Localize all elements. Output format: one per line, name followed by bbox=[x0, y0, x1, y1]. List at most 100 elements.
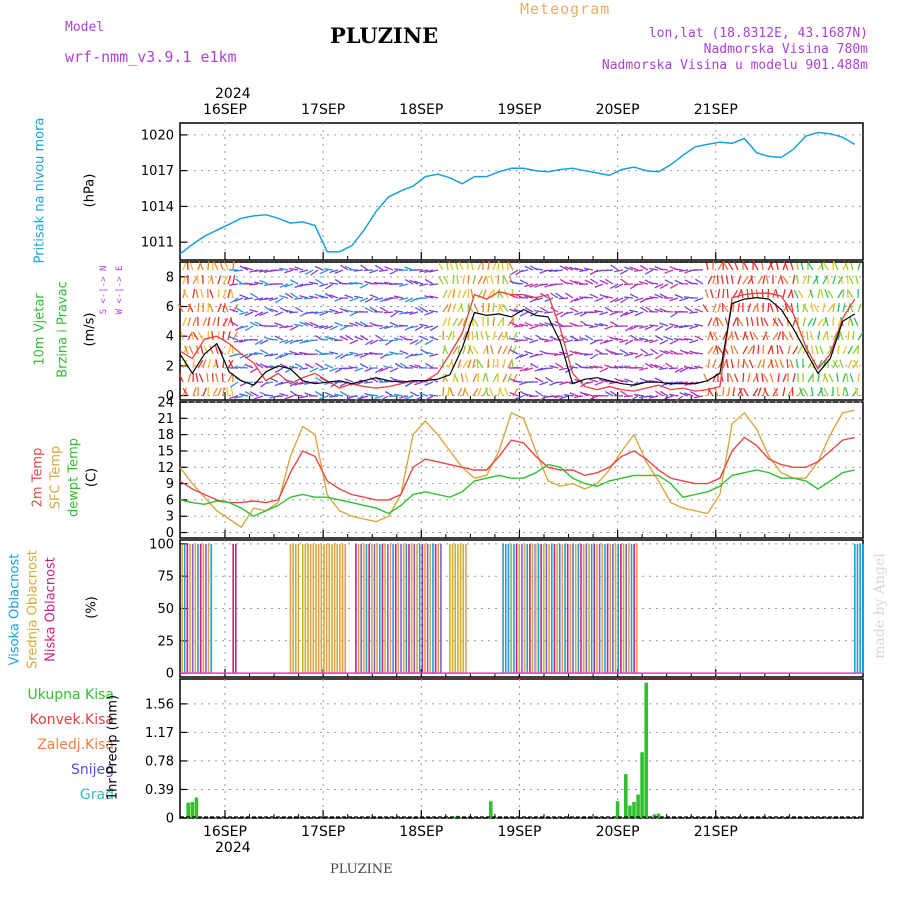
wind-barb bbox=[752, 303, 758, 313]
wind-barb bbox=[765, 274, 769, 285]
wind-barb bbox=[324, 363, 334, 369]
wind-barb bbox=[584, 334, 594, 341]
wind-barb bbox=[543, 269, 554, 272]
wind-barb bbox=[746, 317, 749, 327]
wind-barb bbox=[788, 331, 794, 341]
wind-barb bbox=[339, 325, 349, 331]
wind-barb bbox=[222, 330, 225, 341]
wind-barb bbox=[304, 283, 314, 286]
wind-barb bbox=[369, 307, 379, 313]
wind-barb bbox=[289, 325, 299, 331]
wind-barb bbox=[574, 267, 584, 271]
wind-barb bbox=[239, 325, 249, 330]
wind-barb bbox=[817, 373, 820, 383]
wind-barb bbox=[689, 391, 699, 397]
wind-barb bbox=[633, 283, 644, 286]
precip-bar bbox=[615, 801, 620, 818]
wind-barb bbox=[450, 358, 454, 369]
wind-barb bbox=[688, 367, 699, 370]
precip-ytick-label: 0.39 bbox=[145, 783, 174, 798]
wind-barb bbox=[188, 345, 194, 355]
wind-barb bbox=[414, 395, 424, 401]
wind-barb bbox=[610, 264, 619, 271]
wind-barb bbox=[822, 303, 826, 313]
wind-barb bbox=[414, 353, 424, 357]
wind-barb bbox=[673, 381, 684, 384]
wind-barb bbox=[796, 275, 799, 285]
wind-barb bbox=[664, 269, 674, 274]
wind-barb bbox=[847, 359, 853, 369]
wind-barb bbox=[842, 288, 845, 299]
wind-barb bbox=[456, 274, 459, 285]
wind-barb bbox=[472, 318, 479, 327]
wind-barb bbox=[807, 274, 810, 285]
wind-barb bbox=[254, 395, 264, 400]
wind-barb bbox=[734, 331, 739, 341]
wind-barb bbox=[182, 359, 188, 369]
wind-barb bbox=[502, 359, 506, 369]
wind-barb bbox=[453, 373, 459, 383]
wind-barb bbox=[447, 303, 452, 313]
wind-barb bbox=[715, 345, 719, 355]
dewpt-temp-line bbox=[179, 463, 855, 517]
wind-barb bbox=[750, 317, 754, 327]
wind-barb bbox=[791, 386, 794, 397]
wind-barb bbox=[492, 331, 497, 341]
wind-barb bbox=[487, 290, 494, 299]
wind-barb bbox=[644, 297, 654, 301]
wind-barb bbox=[409, 353, 419, 357]
date-label-bottom: 17SEP bbox=[301, 824, 345, 840]
wind-barb bbox=[510, 269, 519, 276]
wind-barb bbox=[539, 338, 549, 341]
wind-barb bbox=[467, 359, 472, 369]
wind-barb bbox=[288, 311, 299, 314]
wind-barb bbox=[354, 353, 364, 357]
wind-barb bbox=[299, 321, 309, 327]
wind-barb bbox=[487, 303, 490, 313]
wind-barb bbox=[664, 325, 674, 331]
wind-barb bbox=[283, 352, 294, 355]
wind-barb bbox=[359, 283, 369, 289]
wind-barb bbox=[182, 317, 187, 327]
wind-barb bbox=[539, 283, 549, 286]
wind-barb bbox=[369, 294, 379, 299]
wind-ytick-label: 8 bbox=[166, 270, 174, 285]
wind-barb bbox=[349, 339, 359, 345]
wind-barb bbox=[789, 359, 794, 369]
wind-barb bbox=[404, 266, 414, 271]
wind-barb bbox=[802, 304, 809, 313]
cloud-ytick-label: 75 bbox=[157, 570, 174, 585]
wind-ytick-label: 0 bbox=[166, 389, 174, 404]
wind-barb bbox=[639, 306, 649, 313]
wind-barb bbox=[309, 321, 319, 327]
wind-barb bbox=[654, 335, 664, 341]
wind-barb bbox=[624, 311, 634, 316]
wind-barb bbox=[844, 261, 849, 271]
wind-barb bbox=[229, 283, 239, 286]
pressure-ytick-label: 1011 bbox=[141, 236, 174, 251]
wind-barb bbox=[384, 390, 394, 397]
wind-barb bbox=[429, 325, 439, 332]
wind-barb bbox=[437, 262, 444, 271]
wind-barb bbox=[420, 348, 429, 355]
wind-barb bbox=[705, 261, 709, 271]
wind-barb bbox=[497, 303, 503, 313]
wind-barb bbox=[832, 316, 835, 327]
wind-barb bbox=[460, 303, 464, 313]
wind-barb bbox=[750, 275, 754, 285]
wind-barb bbox=[634, 269, 644, 272]
wind-barb bbox=[579, 337, 589, 341]
wind-barb bbox=[553, 381, 564, 384]
wind-barb bbox=[823, 387, 829, 397]
wind-barb bbox=[743, 359, 749, 369]
wind-barb bbox=[624, 296, 634, 299]
wind-barb bbox=[817, 330, 821, 341]
wind-barb bbox=[471, 330, 474, 341]
wind-barb bbox=[314, 293, 324, 299]
wind-barb bbox=[589, 325, 599, 329]
wind-barb bbox=[838, 275, 844, 285]
wind-barb bbox=[399, 297, 409, 301]
wind-barb bbox=[554, 269, 564, 272]
wind-barb bbox=[509, 391, 519, 397]
wind-barb bbox=[354, 395, 364, 401]
